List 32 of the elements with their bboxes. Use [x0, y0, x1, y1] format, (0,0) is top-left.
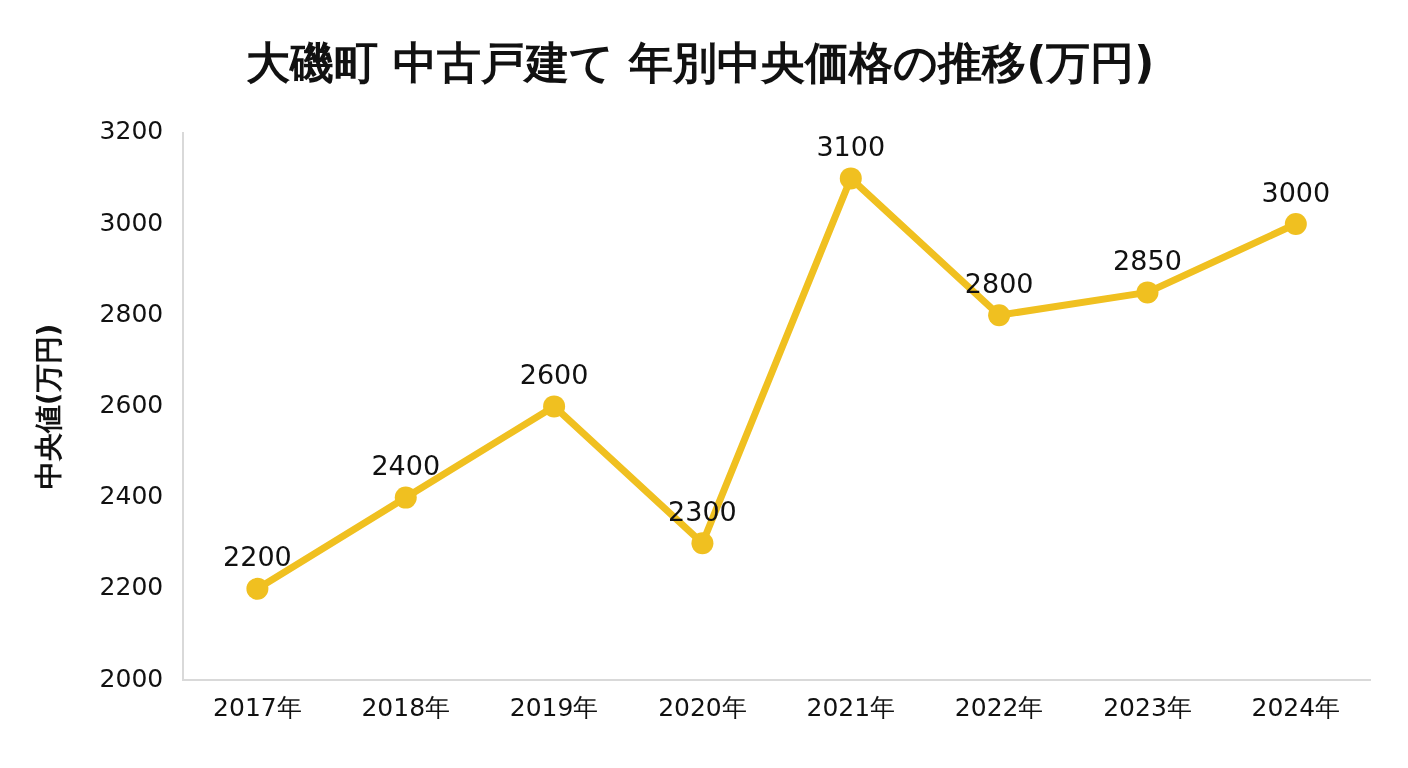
- data-label: 2850: [1113, 244, 1182, 276]
- data-label: 2600: [519, 358, 589, 390]
- data-label: 2200: [223, 541, 292, 573]
- y-tick-label: 3200: [99, 116, 164, 146]
- point: [1136, 281, 1159, 304]
- point: [394, 486, 417, 509]
- data-label: 3100: [816, 130, 886, 162]
- point: [246, 577, 269, 600]
- y-axis-title: 中央値(万円): [32, 323, 66, 490]
- y-tick-label: 3000: [99, 207, 164, 237]
- x-tick-label: 2023年: [1103, 692, 1192, 722]
- point: [988, 304, 1011, 327]
- data-label: 2800: [964, 267, 1034, 299]
- x-tick-label: 2022年: [954, 692, 1044, 722]
- y-tick-label: 2400: [99, 481, 164, 511]
- y-tick-label: 2800: [99, 298, 164, 328]
- point: [1284, 213, 1307, 235]
- point: [839, 167, 862, 190]
- y-tick-label: 2600: [99, 389, 164, 419]
- y-tick-label: 2200: [99, 572, 164, 602]
- x-tick-label: 2021年: [806, 692, 896, 722]
- x-tick-label: 2018年: [361, 692, 451, 722]
- data-label: 2400: [371, 450, 441, 482]
- x-tick-label: 2019年: [509, 692, 599, 722]
- data-label: 3000: [1261, 176, 1331, 208]
- x-tick-label: 2017年: [213, 692, 302, 722]
- point: [543, 395, 566, 418]
- x-tick-label: 2020年: [658, 692, 747, 722]
- point: [691, 532, 714, 555]
- chart-title: 大磯町 中古戸建て 年別中央価格の推移(万円): [245, 36, 1155, 88]
- y-tick-label: 2000: [99, 663, 164, 693]
- x-tick-label: 2024年: [1251, 692, 1341, 722]
